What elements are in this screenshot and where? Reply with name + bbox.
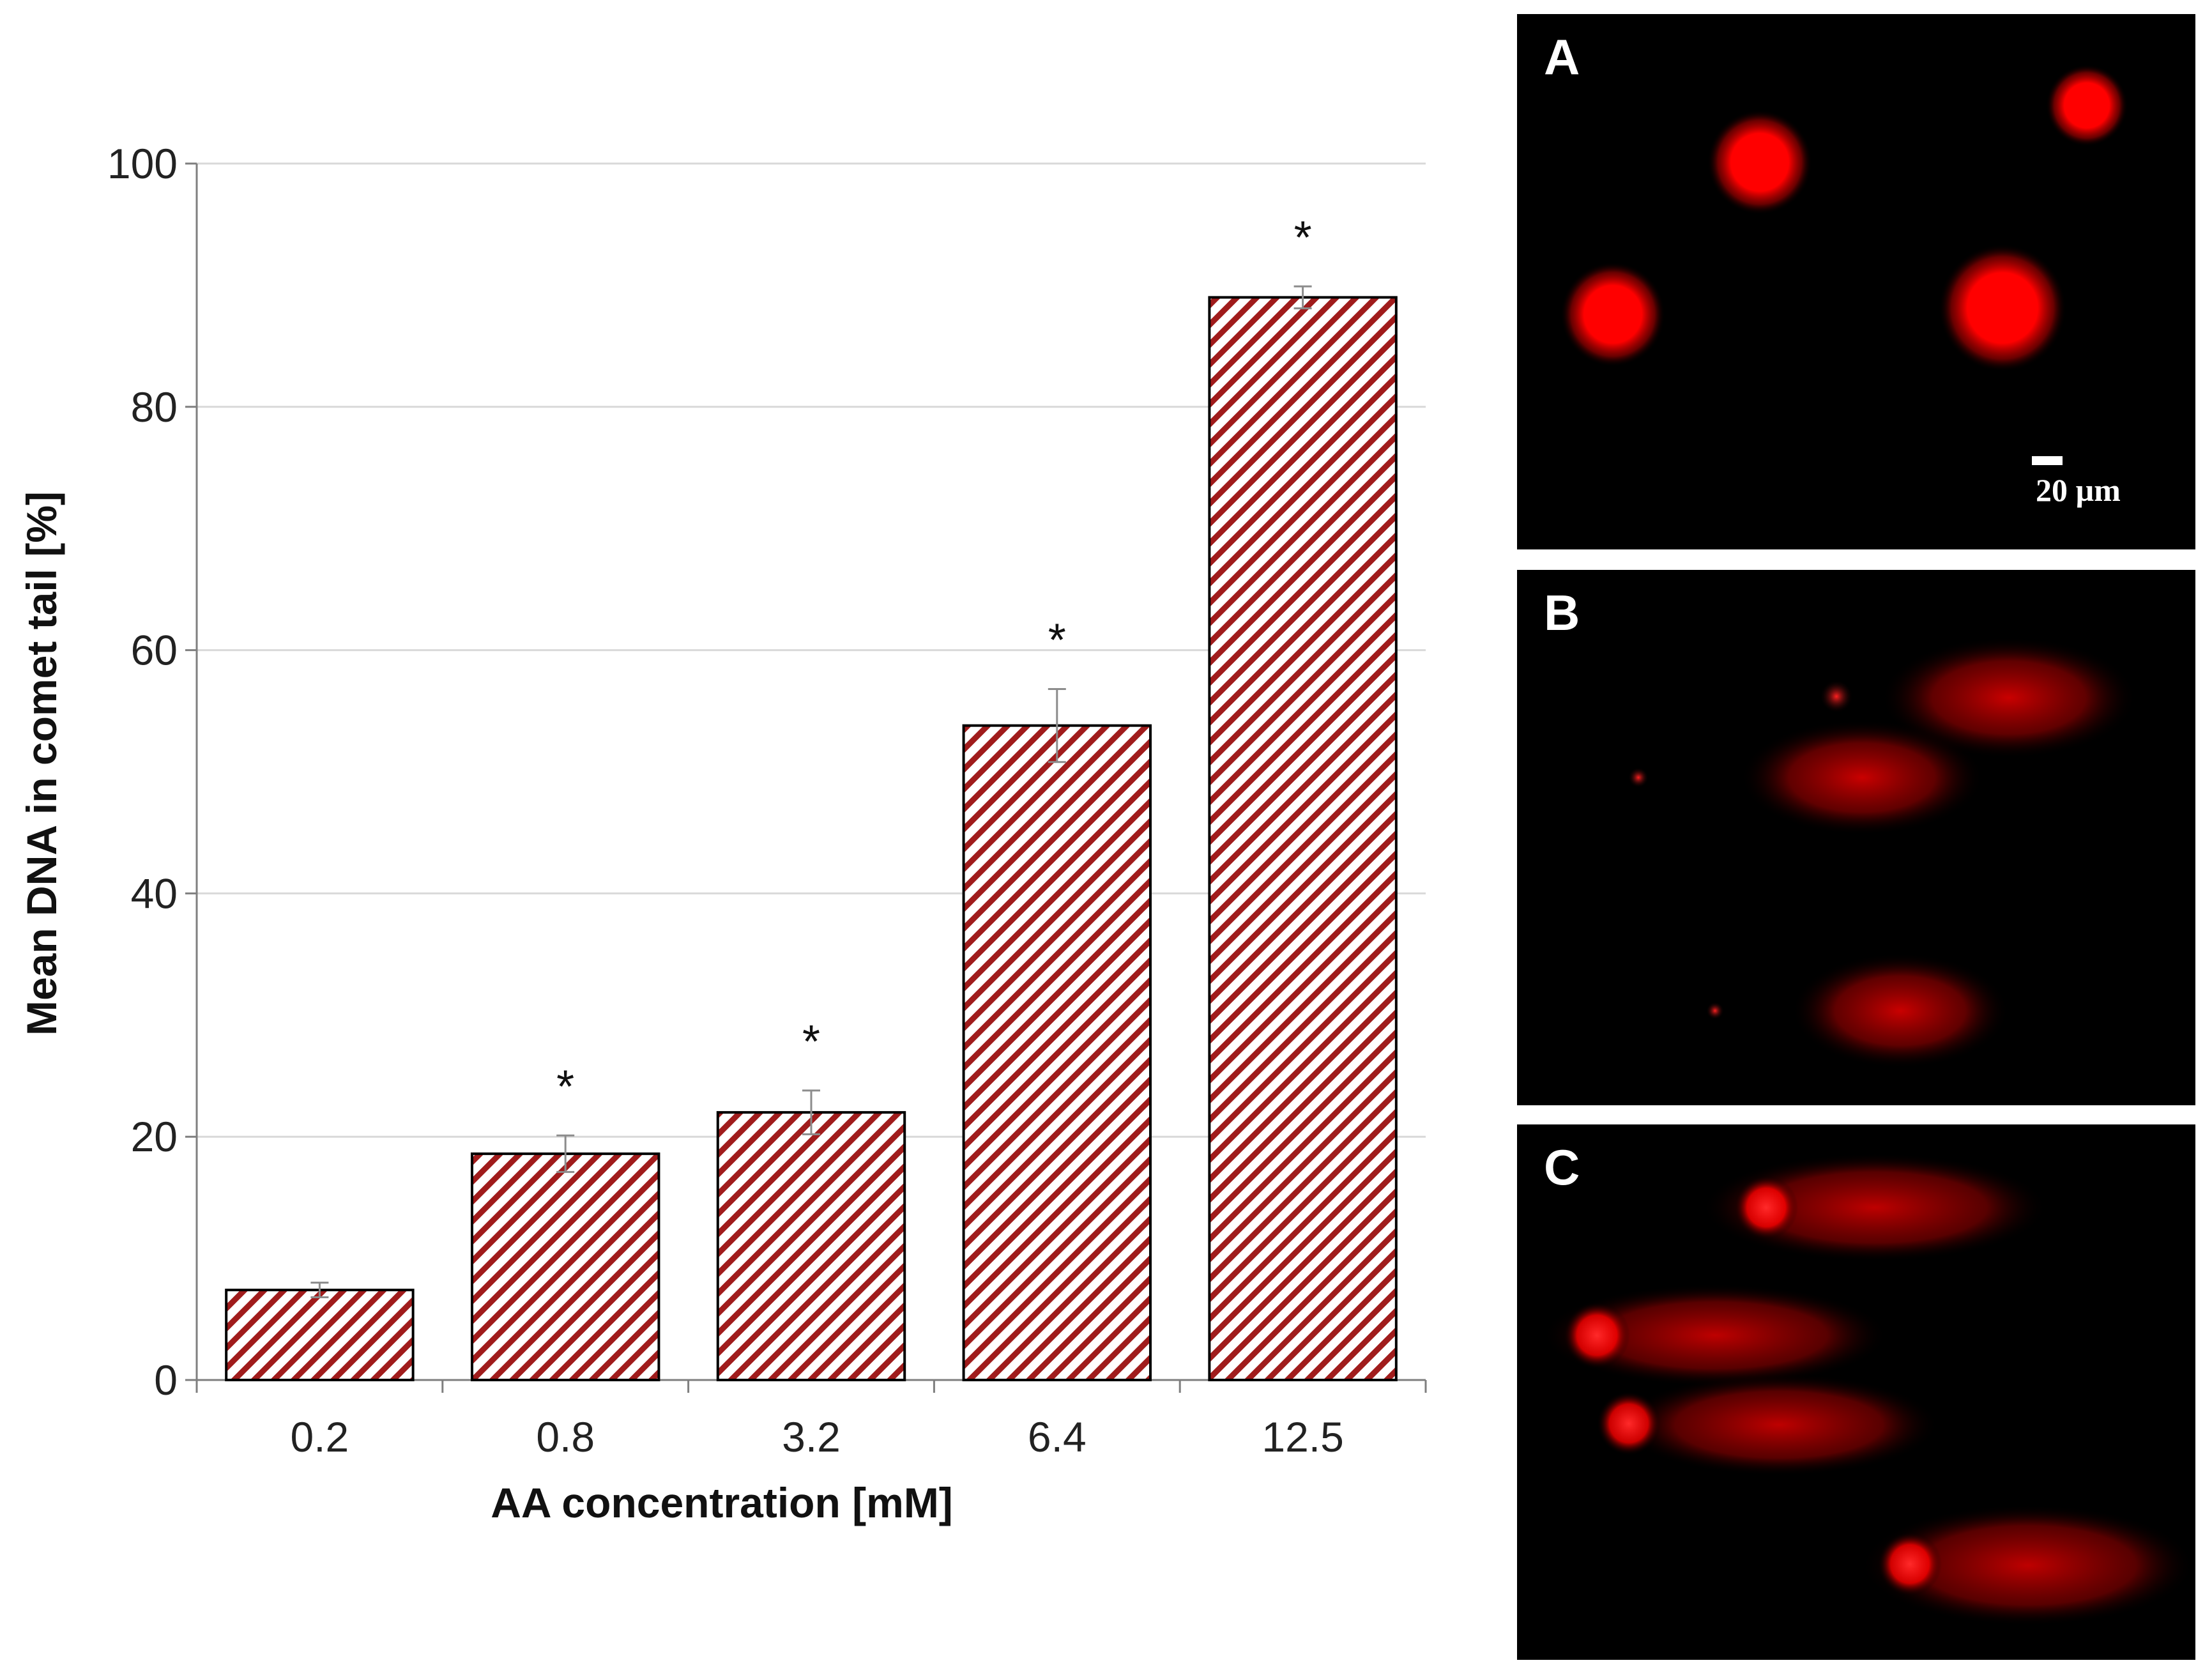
comet-tail: [1543, 1284, 1888, 1386]
comet-tail: [1702, 1153, 2047, 1262]
significance-mark: *: [802, 1016, 820, 1068]
nucleus: [2046, 65, 2128, 146]
x-tick-label: 6.4: [1028, 1413, 1087, 1460]
x-axis-title: AA concentration [mM]: [491, 1479, 953, 1526]
comet-tail: [1792, 953, 2009, 1068]
y-tick-label: 80: [131, 383, 178, 431]
comet-head: [1706, 1002, 1724, 1020]
significance-mark: *: [1294, 212, 1312, 263]
nucleus: [1939, 244, 2066, 372]
scale-bar: [2032, 456, 2063, 465]
significance-mark: *: [556, 1061, 574, 1112]
x-tick-label: 0.8: [536, 1413, 595, 1460]
y-tick-label: 100: [107, 140, 178, 187]
bar-chart: 0 20 40 60 80 100 0.2 0.8 * 3.2 * 6.4 * 12.5 * AA conc…: [18, 140, 1427, 1526]
bar: [962, 724, 1152, 1381]
micrograph-panel-b: B: [1517, 570, 2195, 1105]
comet-head: [1820, 680, 1853, 713]
comet-tail: [1881, 637, 2137, 758]
nucleus: [1707, 110, 1812, 215]
bars: [225, 285, 1398, 1382]
tick-labels: 0 20 40 60 80 100 0.2 0.8 * 3.2 * 6.4 * 12.5 *: [107, 140, 1344, 1460]
y-tick-label: 60: [131, 627, 178, 674]
scale-bar-label: 20 µm: [2036, 472, 2121, 508]
nucleus: [1560, 262, 1665, 367]
y-tick-label: 0: [154, 1356, 178, 1404]
panel-label-a: A: [1544, 29, 1580, 85]
comet-head: [1564, 1302, 1630, 1368]
panel-label-c: C: [1544, 1139, 1580, 1195]
micrograph-panel-a: A 20 µm: [1517, 14, 2195, 549]
comet-tail: [1619, 1374, 1939, 1476]
comet-tail: [1741, 720, 1983, 835]
panel-a-image: [1560, 65, 2128, 372]
x-tick-label: 0.2: [291, 1413, 349, 1460]
comet-head: [1734, 1176, 1798, 1239]
x-tick-label: 12.5: [1262, 1413, 1343, 1460]
bar: [1208, 296, 1398, 1382]
comet-head: [1878, 1532, 1942, 1596]
y-axis-title: Mean DNA in comet tail [%]: [18, 491, 65, 1036]
comet-head: [1628, 767, 1649, 788]
bar: [225, 1289, 415, 1381]
micrograph-panel-c: C: [1517, 1124, 2195, 1660]
significance-mark: *: [1048, 615, 1066, 666]
comet-head: [1597, 1392, 1661, 1455]
comet-tail: [1862, 1505, 2194, 1626]
y-tick-label: 20: [131, 1113, 178, 1160]
panel-label-b: B: [1544, 585, 1580, 641]
bar: [470, 1152, 660, 1381]
panel-c-image: [1543, 1153, 2194, 1626]
panel-b-image: [1628, 637, 2137, 1068]
bar: [716, 1111, 906, 1381]
y-tick-label: 40: [131, 870, 178, 917]
x-tick-label: 3.2: [782, 1413, 841, 1460]
